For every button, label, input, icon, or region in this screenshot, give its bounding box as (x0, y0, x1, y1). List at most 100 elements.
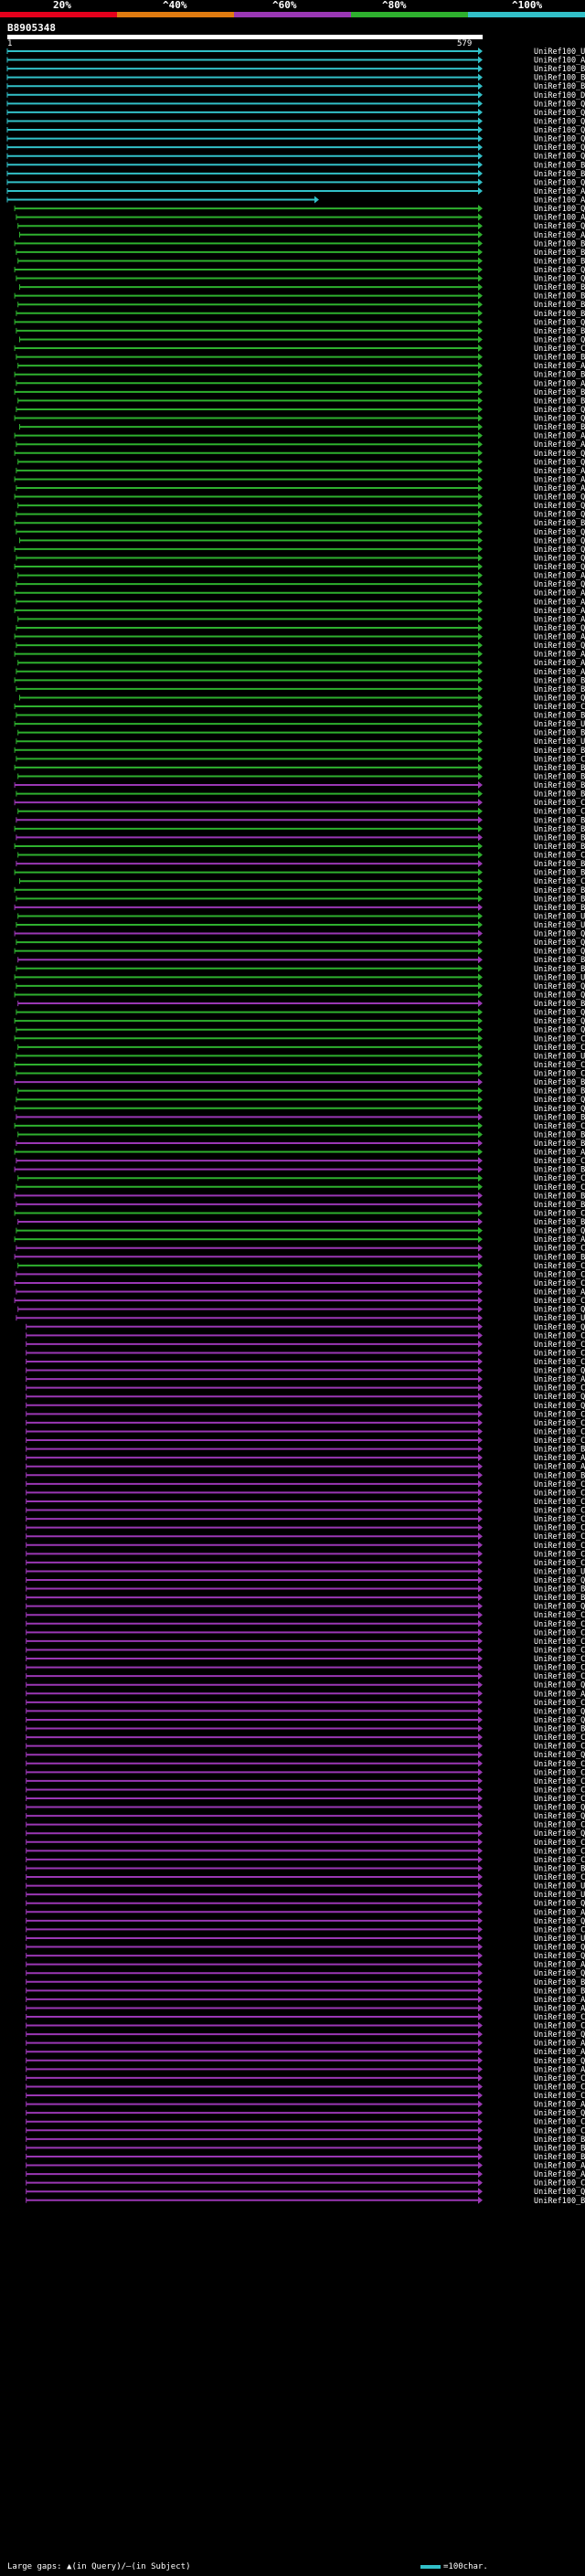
hit-row[interactable]: UniRef100_C2HJ55 (14, 1209, 585, 1218)
hit-label[interactable]: UniRef100_Q84471 (534, 109, 585, 118)
hit-row[interactable]: UniRef100_Q46JU0 (16, 510, 585, 520)
hit-row[interactable]: UniRef100_B7XTM4 (16, 964, 585, 974)
hit-label[interactable]: UniRef100_B1XQD8 (534, 292, 585, 302)
hit-row[interactable]: UniRef100_C2P4F1 (26, 1541, 585, 1551)
hit-row[interactable]: UniRef100_C6P018 (16, 1270, 585, 1279)
hit-label[interactable]: UniRef100_C3I1K1 (534, 1873, 585, 1882)
hit-label[interactable]: UniRef100_B4S941 (534, 1987, 585, 1996)
hit-row[interactable]: UniRef100_Q2J268 (6, 126, 585, 135)
hit-label[interactable]: UniRef100_Q0A150 (534, 1829, 585, 1839)
hit-label[interactable]: UniRef100_Q72JL5 (534, 1393, 585, 1402)
hit-label[interactable]: UniRef100_Q5WXI7 (534, 1812, 585, 1821)
hit-label[interactable]: UniRef100_B5B598 (534, 65, 585, 74)
hit-row[interactable]: UniRef100_A3IYQ8 (16, 379, 585, 388)
hit-row[interactable]: UniRef100_C2QI05 (26, 1742, 585, 1752)
hit-row[interactable]: UniRef100_Q6U039 (18, 694, 585, 703)
hit-label[interactable]: UniRef100_A8YNE9 (534, 362, 585, 371)
hit-row[interactable]: UniRef100_UP1000… (17, 912, 585, 921)
hit-row[interactable]: UniRef100_C2LKJ0 (18, 877, 585, 886)
hit-label[interactable]: UniRef100_B5VZ42 (534, 249, 585, 258)
hit-label[interactable]: UniRef100_B3QNK6 (534, 1725, 585, 1734)
hit-label[interactable]: UniRef100_B9X3U6 (534, 1000, 585, 1009)
hit-row[interactable]: UniRef100_Q3WHN6 (26, 1899, 585, 1909)
hit-label[interactable]: UniRef100_Q8F460 (534, 1707, 585, 1716)
hit-row[interactable]: UniRef100_A9BE21 (16, 484, 585, 493)
hit-label[interactable]: UniRef100_A1QYT7 (534, 1149, 585, 1158)
hit-label[interactable]: UniRef100_Q7U004 (534, 458, 585, 467)
hit-label[interactable]: UniRef100_Q7VDH7 (534, 554, 585, 563)
hit-label[interactable]: UniRef100_A0ZE40 (534, 214, 585, 223)
hit-label[interactable]: UniRef100_Q46JU0 (534, 511, 585, 520)
hit-label[interactable]: UniRef100_B7J2F6 (534, 747, 585, 756)
hit-label[interactable]: UniRef100_C3WHC2 (534, 1349, 585, 1358)
hit-label[interactable]: UniRef100_UP1000… (534, 1314, 585, 1323)
hit-label[interactable]: UniRef100_C2P4F1 (534, 1542, 585, 1551)
hit-row[interactable]: UniRef100_B0JTZ9 (14, 370, 585, 380)
hit-label[interactable]: UniRef100_A3PBC0 (534, 651, 585, 660)
hit-label[interactable]: UniRef100_C2NT29 (534, 1550, 585, 1559)
hit-label[interactable]: UniRef100_UP1000… (534, 1567, 585, 1576)
hit-label[interactable]: UniRef100_Q04W86 (534, 1026, 585, 1035)
hit-row[interactable]: UniRef100_Q0S2E5 (26, 2109, 585, 2118)
hit-label[interactable]: UniRef100_C2WRQ2 (534, 1489, 585, 1498)
hit-label[interactable]: UniRef100_Q3A130 (534, 546, 585, 555)
hit-label[interactable]: UniRef100_Q01CJ6 (534, 580, 585, 589)
hit-label[interactable]: UniRef100_Q2J268 (534, 126, 585, 135)
hit-label[interactable]: UniRef100_C2SZ24 (534, 1786, 585, 1795)
hit-label[interactable]: UniRef100_Q5WAG1 (534, 1804, 585, 1813)
hit-row[interactable]: UniRef100_Q01CJ6 (16, 580, 585, 589)
hit-row[interactable]: UniRef100_A3Z400 (16, 466, 585, 476)
hit-label[interactable]: UniRef100_B9YA10 (534, 257, 585, 266)
hit-label[interactable]: UniRef100_A0ZKJ7 (534, 1235, 585, 1245)
hit-row[interactable]: UniRef100_C4KLF1 (16, 1069, 585, 1079)
hit-label[interactable]: UniRef100_Q31PS1 (534, 415, 585, 424)
hit-label[interactable]: UniRef100_B1WUN2 (534, 283, 585, 292)
hit-label[interactable]: UniRef100_C0FF47 (534, 1297, 585, 1306)
hit-row[interactable]: UniRef100_C0AP48 (17, 1043, 585, 1053)
hit-label[interactable]: UniRef100_B0JTZ9 (534, 371, 585, 380)
hit-label[interactable]: UniRef100_A3Z400 (534, 467, 585, 476)
hit-row[interactable]: UniRef100_A6USH9 (26, 2100, 585, 2110)
hit-row[interactable]: UniRef100_A2CVB8 (14, 588, 585, 599)
hit-label[interactable]: UniRef100_B9XBB7 (534, 860, 585, 869)
hit-row[interactable]: UniRef100_A4SEN5 (26, 2065, 585, 2074)
hit-label[interactable]: UniRef100_B8HNF0 (534, 397, 585, 406)
hit-label[interactable]: UniRef100_Q83HN8 (534, 1952, 585, 1961)
hit-label[interactable]: UniRef100_C3EPU4 (534, 1628, 585, 1638)
hit-label[interactable]: UniRef100_C2V1A8 (534, 1664, 585, 1673)
hit-row[interactable]: UniRef100_UP1000… (14, 973, 585, 982)
hit-label[interactable]: UniRef100_Q6SF54 (534, 930, 585, 939)
hit-label[interactable]: UniRef100_B0SFE2 (534, 904, 585, 913)
hit-row[interactable]: UniRef100_B9J030 (26, 1471, 585, 1480)
hit-label[interactable]: UniRef100_B7IJ24 (534, 1585, 585, 1595)
hit-label[interactable]: UniRef100_B7HF39 (534, 1594, 585, 1603)
hit-row[interactable]: UniRef100_Q72JL5 (26, 1393, 585, 1402)
hit-label[interactable]: UniRef100_Q81TL4 (534, 1576, 585, 1585)
hit-row[interactable]: UniRef100_Q04W86 (16, 1025, 585, 1035)
hit-label[interactable]: UniRef100_Q0S2E5 (534, 2109, 585, 2118)
hit-row[interactable]: UniRef100_Q1D855 (26, 1366, 585, 1376)
hit-row[interactable]: UniRef100_Q7V2R7 (16, 623, 585, 633)
hit-label[interactable]: UniRef100_Q3EXX6 (534, 1603, 585, 1612)
hit-row[interactable]: UniRef100_C0WQH7 (14, 1121, 585, 1131)
hit-row[interactable]: UniRef100_Q2JXV8 (14, 205, 585, 214)
hit-label[interactable]: UniRef100_Q7U8F1 (534, 502, 585, 511)
hit-row[interactable]: UniRef100_B5VY54 (14, 239, 585, 249)
hit-row[interactable]: UniRef100_A5GJ91 (14, 431, 585, 441)
hit-row[interactable]: UniRef100_Q72SY4 (16, 938, 585, 948)
hit-label[interactable]: UniRef100_B7SRY5 (534, 825, 585, 834)
hit-label[interactable]: UniRef100_B7JY94 (534, 327, 585, 336)
hit-label[interactable]: UniRef100_Q4AHX9 (534, 563, 585, 572)
hit-label[interactable]: UniRef100_B9WO48 (534, 781, 585, 790)
hit-label[interactable]: UniRef100_C2QI05 (534, 1743, 585, 1752)
hit-row[interactable]: UniRef100_B5YB66 (14, 868, 585, 878)
hit-label[interactable]: UniRef100_A9NFM5 (534, 2162, 585, 2171)
hit-row[interactable]: UniRef100_C3MIJ7 (26, 1768, 585, 1777)
hit-row[interactable]: UniRef100_Q82F24 (14, 1017, 585, 1026)
hit-label[interactable]: UniRef100_A0R042 (534, 2004, 585, 2013)
hit-label[interactable]: UniRef100_UP1000… (534, 912, 585, 921)
hit-row[interactable]: UniRef100_C3I8W0 (26, 1619, 585, 1629)
hit-label[interactable]: UniRef100_C1Z9W8 (534, 1760, 585, 1769)
hit-row[interactable]: UniRef100_C0VUQ8 (26, 2092, 585, 2101)
hit-label[interactable]: UniRef100_C2J1B3 (534, 1856, 585, 1865)
